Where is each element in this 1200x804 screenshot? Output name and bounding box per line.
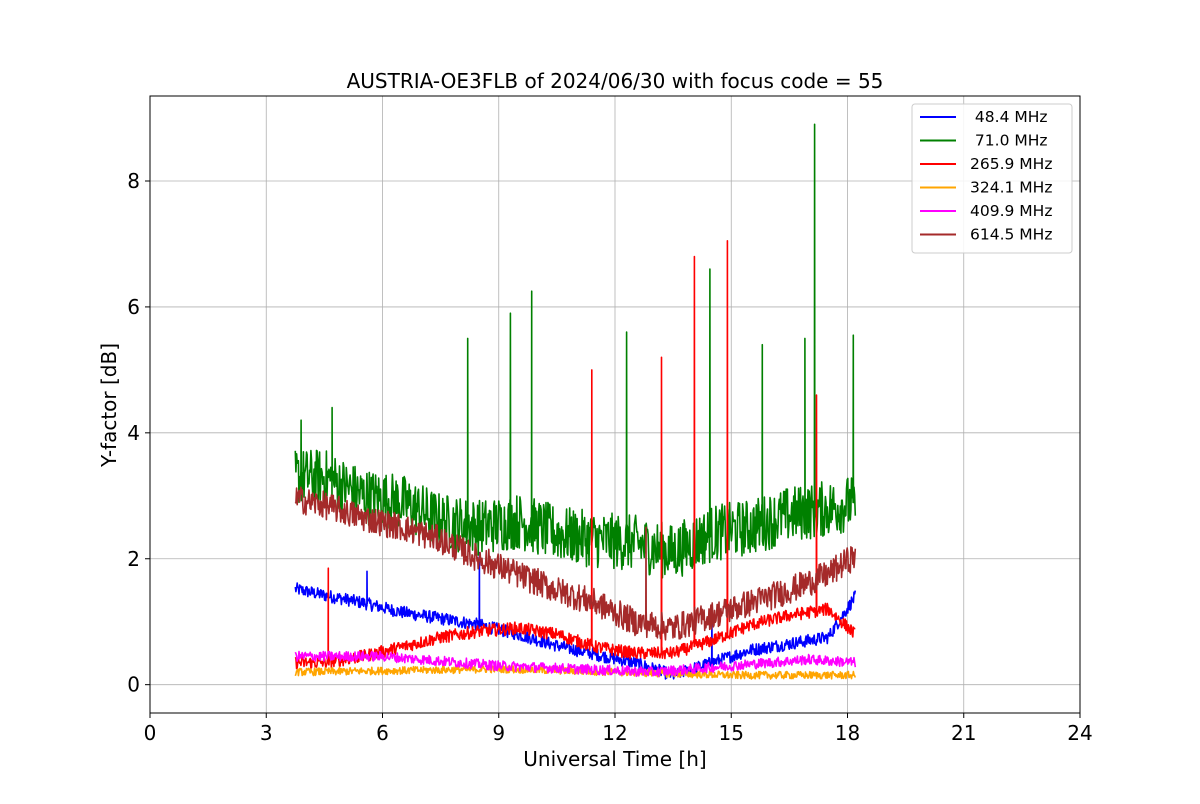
y-tick-label: 2: [127, 547, 140, 571]
series-line: [294, 650, 857, 678]
legend-label: 614.5 MHz: [970, 226, 1052, 244]
x-tick-label: 3: [260, 721, 273, 745]
x-tick-label: 6: [376, 721, 389, 745]
series-line: [294, 486, 857, 641]
x-axis-label: Universal Time [h]: [523, 747, 706, 771]
chart-title: AUSTRIA-OE3FLB of 2024/06/30 with focus …: [347, 69, 884, 93]
legend-label: 409.9 MHz: [970, 202, 1052, 220]
series-line: [294, 240, 856, 670]
y-axis-label: Y-factor [dB]: [97, 343, 121, 468]
legend-label: 265.9 MHz: [970, 155, 1052, 173]
series-layer: [294, 123, 857, 680]
y-axis-ticks: 0 2 4 6 8: [127, 169, 150, 697]
x-tick-label: 0: [144, 721, 157, 745]
y-tick-label: 0: [127, 673, 140, 697]
legend: 48.4 MHz 71.0 MHz 265.9 MHz 324.1 MHz 409.9…: [911, 103, 1073, 254]
x-tick-label: 21: [951, 721, 976, 745]
y-tick-label: 8: [127, 169, 140, 193]
legend-label: 324.1 MHz: [970, 179, 1052, 197]
series-line: [294, 551, 857, 680]
y-tick-label: 4: [127, 421, 140, 445]
x-axis-ticks: 0 3 6 9 12 15 18 21 24: [144, 713, 1093, 745]
x-tick-label: 9: [492, 721, 505, 745]
legend-label: 48.4 MHz: [970, 108, 1048, 126]
x-tick-label: 18: [835, 721, 860, 745]
x-tick-label: 24: [1067, 721, 1092, 745]
legend-label: 71.0 MHz: [970, 132, 1048, 150]
x-tick-label: 15: [719, 721, 744, 745]
y-tick-label: 6: [127, 295, 140, 319]
x-tick-label: 12: [602, 721, 627, 745]
